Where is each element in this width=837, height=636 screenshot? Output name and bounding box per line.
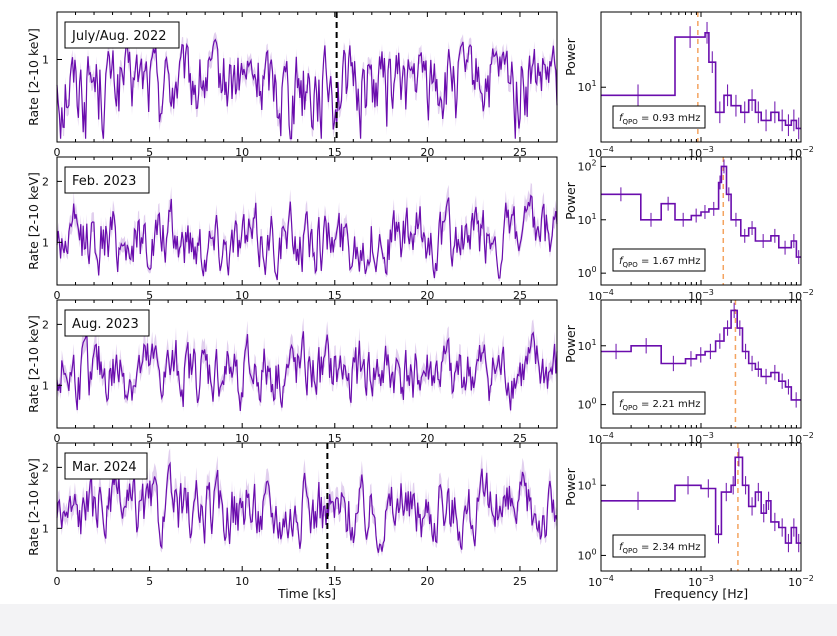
x-tick-label: 5 [146,289,153,302]
x-tick-label: 10 [235,146,249,159]
y-tick-label: 2 [42,175,49,188]
y-tick-label: 100 [577,265,596,280]
light-curve-panel [56,156,558,286]
epoch-label-box [64,309,150,337]
x-tick-label: 0 [54,146,61,159]
x-tick-label: 15 [328,575,342,588]
x-tick-label: 10 [235,289,249,302]
qpo-annotation: fQPO = 2.34 mHz [619,542,700,555]
qpo-annotation-box [612,391,706,415]
epoch-label: Feb. 2023 [72,174,136,189]
y-tick-label: 101 [577,338,596,353]
light-curve-frame [56,11,558,143]
x-tick-label: 25 [513,432,527,445]
y-tick-label: 2 [42,318,49,331]
x-axis-label: Time [ks] [277,586,336,601]
x-tick-label: 15 [328,289,342,302]
rate-line [56,194,558,281]
x-tick-label: 5 [146,146,153,159]
power-spectrum-panel [600,442,802,572]
x-tick-label: 0 [54,289,61,302]
light-curve-panel [56,442,558,572]
power-spectrum-panel [600,156,802,286]
epoch-label: Mar. 2024 [72,460,137,475]
power-step-line [601,31,801,130]
x-tick-label: 10−2 [788,574,814,589]
y-axis-label: Power [563,37,578,76]
x-tick-label: 20 [420,575,434,588]
x-tick-label: 25 [513,146,527,159]
y-axis-label: Power [563,324,578,363]
epoch-label-box [64,452,148,480]
x-axis-label: Frequency [Hz] [654,586,748,601]
qpo-annotation: fQPO = 2.21 mHz [619,399,700,412]
power-spectrum-panel [600,11,802,143]
epoch-label-box [64,166,150,194]
y-axis-label: Rate [2-10 keV] [26,28,41,126]
qpo-annotation: fQPO = 1.67 mHz [619,256,700,269]
epoch-label: July/Aug. 2022 [71,29,167,44]
y-tick-label: 101 [577,79,596,94]
light-curve-frame [56,156,558,286]
power-step-line [601,309,801,401]
power-step-line [601,456,801,544]
x-tick-label: 25 [513,289,527,302]
epoch-label-box [64,21,180,49]
x-tick-label: 10−4 [588,288,614,303]
qpo-annotation-box [612,105,706,129]
rate-error-band [57,182,557,283]
x-tick-label: 10 [235,432,249,445]
x-tick-label: 10−3 [688,574,714,589]
x-tick-label: 15 [328,432,342,445]
y-tick-label: 100 [577,547,596,562]
light-curve-panel [56,299,558,429]
power-spectrum-panel [600,299,802,429]
x-tick-label: 5 [146,575,153,588]
y-axis-label: Rate [2-10 keV] [26,458,41,556]
qpo-annotation: fQPO = 0.93 mHz [619,113,700,126]
y-tick-label: 1 [42,379,49,392]
y-axis-label: Power [563,467,578,506]
x-tick-label: 0 [54,432,61,445]
x-tick-label: 20 [420,432,434,445]
light-curve-panel [56,11,558,143]
rate-line [56,330,558,411]
x-tick-label: 15 [328,146,342,159]
y-tick-label: 102 [577,158,596,173]
x-tick-label: 10−4 [588,574,614,589]
y-tick-label: 1 [42,522,49,535]
y-tick-label: 101 [577,477,596,492]
y-tick-label: 1 [42,53,49,66]
rate-line [56,38,558,140]
qpo-annotation-box [612,534,706,558]
light-curve-frame [56,299,558,429]
y-axis-label: Power [563,181,578,220]
light-curve-frame [56,442,558,572]
epoch-label: Aug. 2023 [72,317,139,332]
x-tick-label: 10−4 [588,145,614,160]
rate-line [56,461,558,553]
x-tick-label: 0 [54,575,61,588]
x-tick-label: 25 [513,575,527,588]
x-tick-label: 10−4 [588,431,614,446]
qpo-annotation-box [612,248,706,272]
x-tick-label: 20 [420,289,434,302]
y-tick-label: 100 [577,397,596,412]
x-tick-label: 20 [420,146,434,159]
y-tick-label: 101 [577,212,596,227]
y-tick-label: 1 [42,236,49,249]
x-tick-label: 5 [146,432,153,445]
y-axis-label: Rate [2-10 keV] [26,172,41,270]
y-axis-label: Rate [2-10 keV] [26,315,41,413]
power-step-line [601,165,801,258]
y-tick-label: 2 [42,461,49,474]
x-tick-label: 10 [235,575,249,588]
footer-strip [0,604,837,636]
